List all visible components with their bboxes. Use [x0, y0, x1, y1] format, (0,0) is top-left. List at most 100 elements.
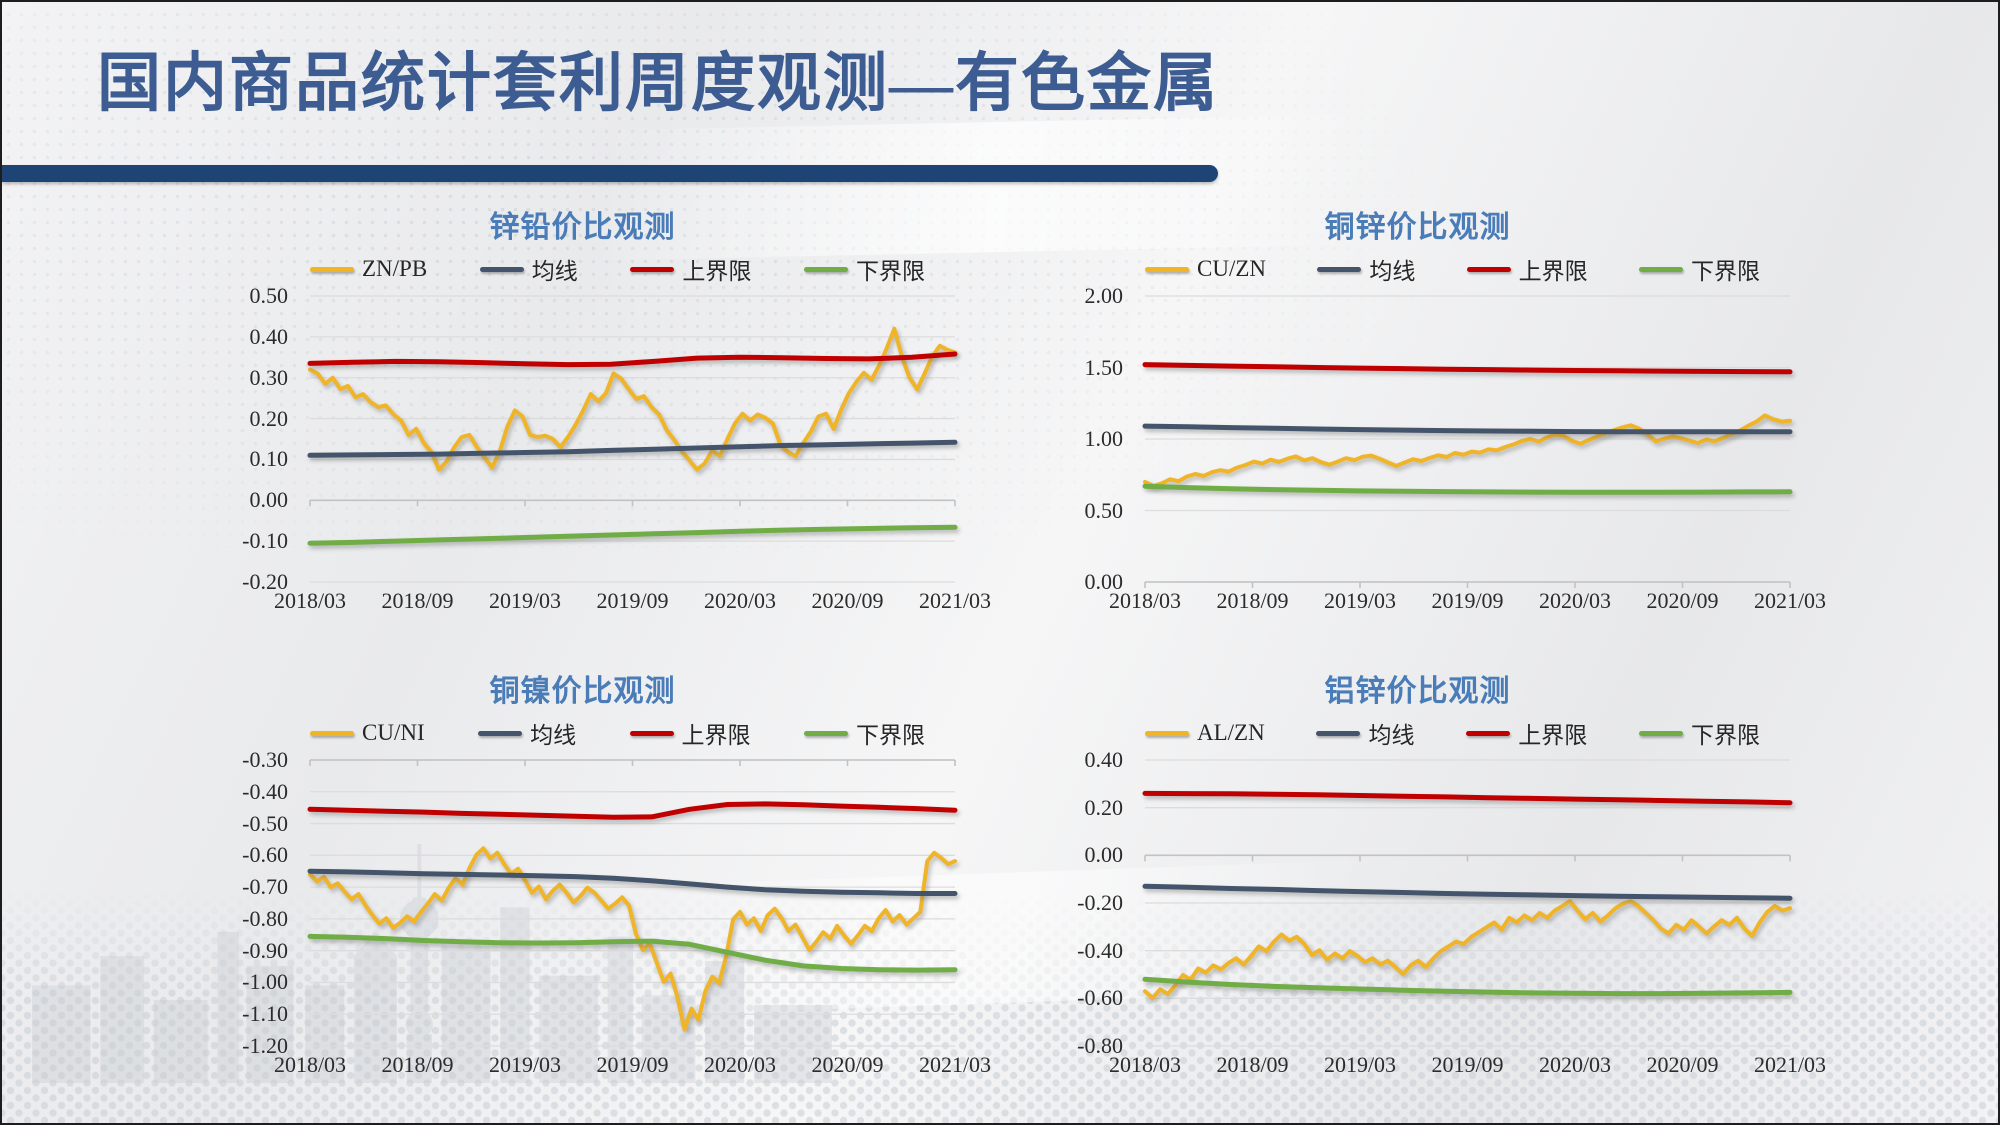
upper-line-swatch [629, 730, 674, 736]
legend-label: 均线 [530, 723, 577, 748]
legend-label: 均线 [531, 259, 578, 284]
x-tick-label: 2021/03 [1753, 1052, 1827, 1077]
legend-label: 上界限 [1518, 259, 1588, 284]
x-tick-label: 2021/03 [918, 1052, 992, 1077]
y-tick-label: 2.00 [1084, 283, 1124, 308]
y-tick-label: -0.60 [1077, 985, 1123, 1011]
y-tick-label: -0.40 [242, 778, 288, 804]
chart-cu-zn: 铜锌价比观测 CU/ZN 均线 上界限 下界限 2.00 1.50 1.00 0.50 0.0… [1045, 202, 1827, 620]
series-upper [1142, 790, 1793, 806]
y-axis-labels: -0.30 -0.40 -0.50 -0.60 -0.70 -0.80 -0.90 -1.00… [210, 747, 298, 1058]
legend-item-upper: 上界限 [630, 252, 751, 286]
x-axis-labels: 2018/03 2018/09 2019/03 2019/09 2020/03 2020/… [274, 1050, 991, 1084]
plot-area [307, 295, 958, 583]
plot-wrap: 0.50 0.40 0.30 0.20 0.10 0.00 -0.10 -0.20 [242, 283, 958, 594]
legend-item-lower: 下界限 [803, 716, 925, 750]
y-axis-labels: 2.00 1.50 1.00 0.50 0.00 [1045, 283, 1133, 594]
y-tick-label: 0.40 [249, 323, 289, 349]
x-tick-label: 2018/09 [1216, 588, 1289, 613]
legend-label: CU/NI [362, 720, 425, 745]
legend-item-ratio: ZN/PB [310, 256, 427, 282]
plot-wrap: 2.00 1.50 1.00 0.50 0.00 [1085, 283, 1793, 594]
legend-label: 均线 [1369, 259, 1416, 284]
y-tick-label: 0.20 [1084, 794, 1124, 820]
y-tick-label: -1.10 [242, 1001, 288, 1027]
legend-item-upper: 上界限 [1466, 252, 1588, 286]
chart-legend: CU/ZN 均线 上界限 下界限 [1145, 252, 1760, 286]
series-ratio [308, 846, 957, 1032]
chart-legend: ZN/PB 均线 上界限 下界限 [310, 252, 925, 286]
y-tick-label: -0.40 [1077, 937, 1123, 963]
series-mean [307, 868, 958, 896]
x-tick-label: 2019/03 [488, 1052, 562, 1077]
series-lower [307, 524, 958, 546]
mean-line-swatch [479, 266, 524, 272]
x-tick-label: 2018/09 [1216, 1052, 1289, 1077]
chart-title: 铜镍价比观测 [489, 675, 676, 708]
x-tick-label: 2021/03 [918, 588, 992, 613]
x-tick-label: 2018/09 [381, 1052, 454, 1077]
x-tick-label: 2020/03 [1538, 1052, 1612, 1077]
world-map-dots-texture [2, 8, 1422, 548]
x-tick-label: 2018/09 [381, 588, 454, 613]
y-tick-label: 0.50 [249, 283, 289, 308]
chart-al-zn: 铝锌价比观测 AL/ZN 均线 上界限 下界限 0.40 0.20 0.00 -0.20 -0… [1045, 666, 1826, 1084]
city-skyline-silhouette [32, 843, 832, 1083]
series-lower [1142, 483, 1793, 495]
y-tick-label: 1.50 [1084, 354, 1124, 380]
chart-legend: CU/NI 均线 上界限 下界限 [310, 716, 925, 750]
x-tick-label: 2020/03 [703, 588, 777, 613]
y-tick-label: -0.20 [1077, 890, 1123, 915]
upper-line-swatch [630, 266, 675, 272]
legend-item-mean: 均线 [479, 252, 578, 286]
chart-title: 铜锌价比观测 [1324, 211, 1511, 244]
legend-item-ratio: CU/NI [310, 720, 425, 746]
legend-label: 上界限 [682, 259, 752, 284]
y-tick-label: -0.10 [242, 528, 288, 554]
legend-item-ratio: AL/ZN [1145, 720, 1265, 746]
legend-label: 下界限 [1690, 259, 1760, 284]
y-tick-label: -0.50 [242, 810, 288, 836]
series-mean [1142, 883, 1793, 901]
x-axis-labels: 2018/03 2018/09 2019/03 2019/09 2020/03 2020/… [1109, 586, 1826, 620]
series-upper [1142, 362, 1793, 375]
series-lower [1142, 976, 1793, 997]
y-tick-label: -1.00 [242, 969, 288, 995]
ratio-line-swatch [1145, 730, 1189, 736]
x-tick-label: 2020/03 [1538, 588, 1612, 613]
legend-label: 下界限 [855, 259, 925, 284]
legend-label: 均线 [1368, 723, 1415, 748]
series-ratio [308, 326, 957, 472]
x-tick-label: 2019/03 [1323, 588, 1397, 613]
series-ratio [1143, 899, 1792, 1000]
y-axis-labels: 0.50 0.40 0.30 0.20 0.10 0.00 -0.10 -0.20 [210, 283, 298, 594]
x-tick-label: 2020/09 [811, 1052, 884, 1077]
x-tick-label: 2019/09 [1431, 1052, 1504, 1077]
x-tick-label: 2018/03 [1108, 1052, 1182, 1077]
lower-line-swatch [1638, 266, 1683, 272]
legend-label: 下界限 [1690, 723, 1760, 748]
y-axis-labels: 0.40 0.20 0.00 -0.20 -0.40 -0.60 -0.80 [1045, 747, 1133, 1058]
legend-item-lower: 下界限 [803, 252, 925, 286]
legend-label: CU/ZN [1197, 256, 1266, 281]
legend-label: ZN/PB [362, 256, 428, 281]
x-tick-label: 2019/03 [488, 588, 562, 613]
y-tick-label: -1.20 [242, 1033, 288, 1058]
upper-line-swatch [1466, 266, 1511, 272]
plot-wrap: -0.30 -0.40 -0.50 -0.60 -0.70 -0.80 -0.90 -1.00… [242, 747, 958, 1058]
x-axis-labels: 2018/03 2018/09 2019/03 2019/09 2020/03 2020/… [274, 586, 991, 620]
page-title: 国内商品统计套利周度观测—有色金属 [97, 48, 1219, 119]
title-accent-bar [2, 165, 1218, 182]
ratio-line-swatch [310, 266, 354, 272]
y-tick-label: -0.20 [242, 569, 288, 594]
plot-area [1142, 759, 1793, 1047]
y-tick-label: -0.60 [242, 842, 288, 868]
legend-item-upper: 上界限 [629, 716, 751, 750]
lower-line-swatch [803, 730, 848, 736]
legend-item-lower: 下界限 [1638, 716, 1760, 750]
x-tick-label: 2018/03 [273, 588, 347, 613]
mean-line-swatch [1316, 730, 1361, 736]
series-mean [1142, 423, 1793, 435]
y-tick-label: -0.90 [242, 937, 288, 963]
y-tick-label: -0.80 [242, 905, 288, 931]
